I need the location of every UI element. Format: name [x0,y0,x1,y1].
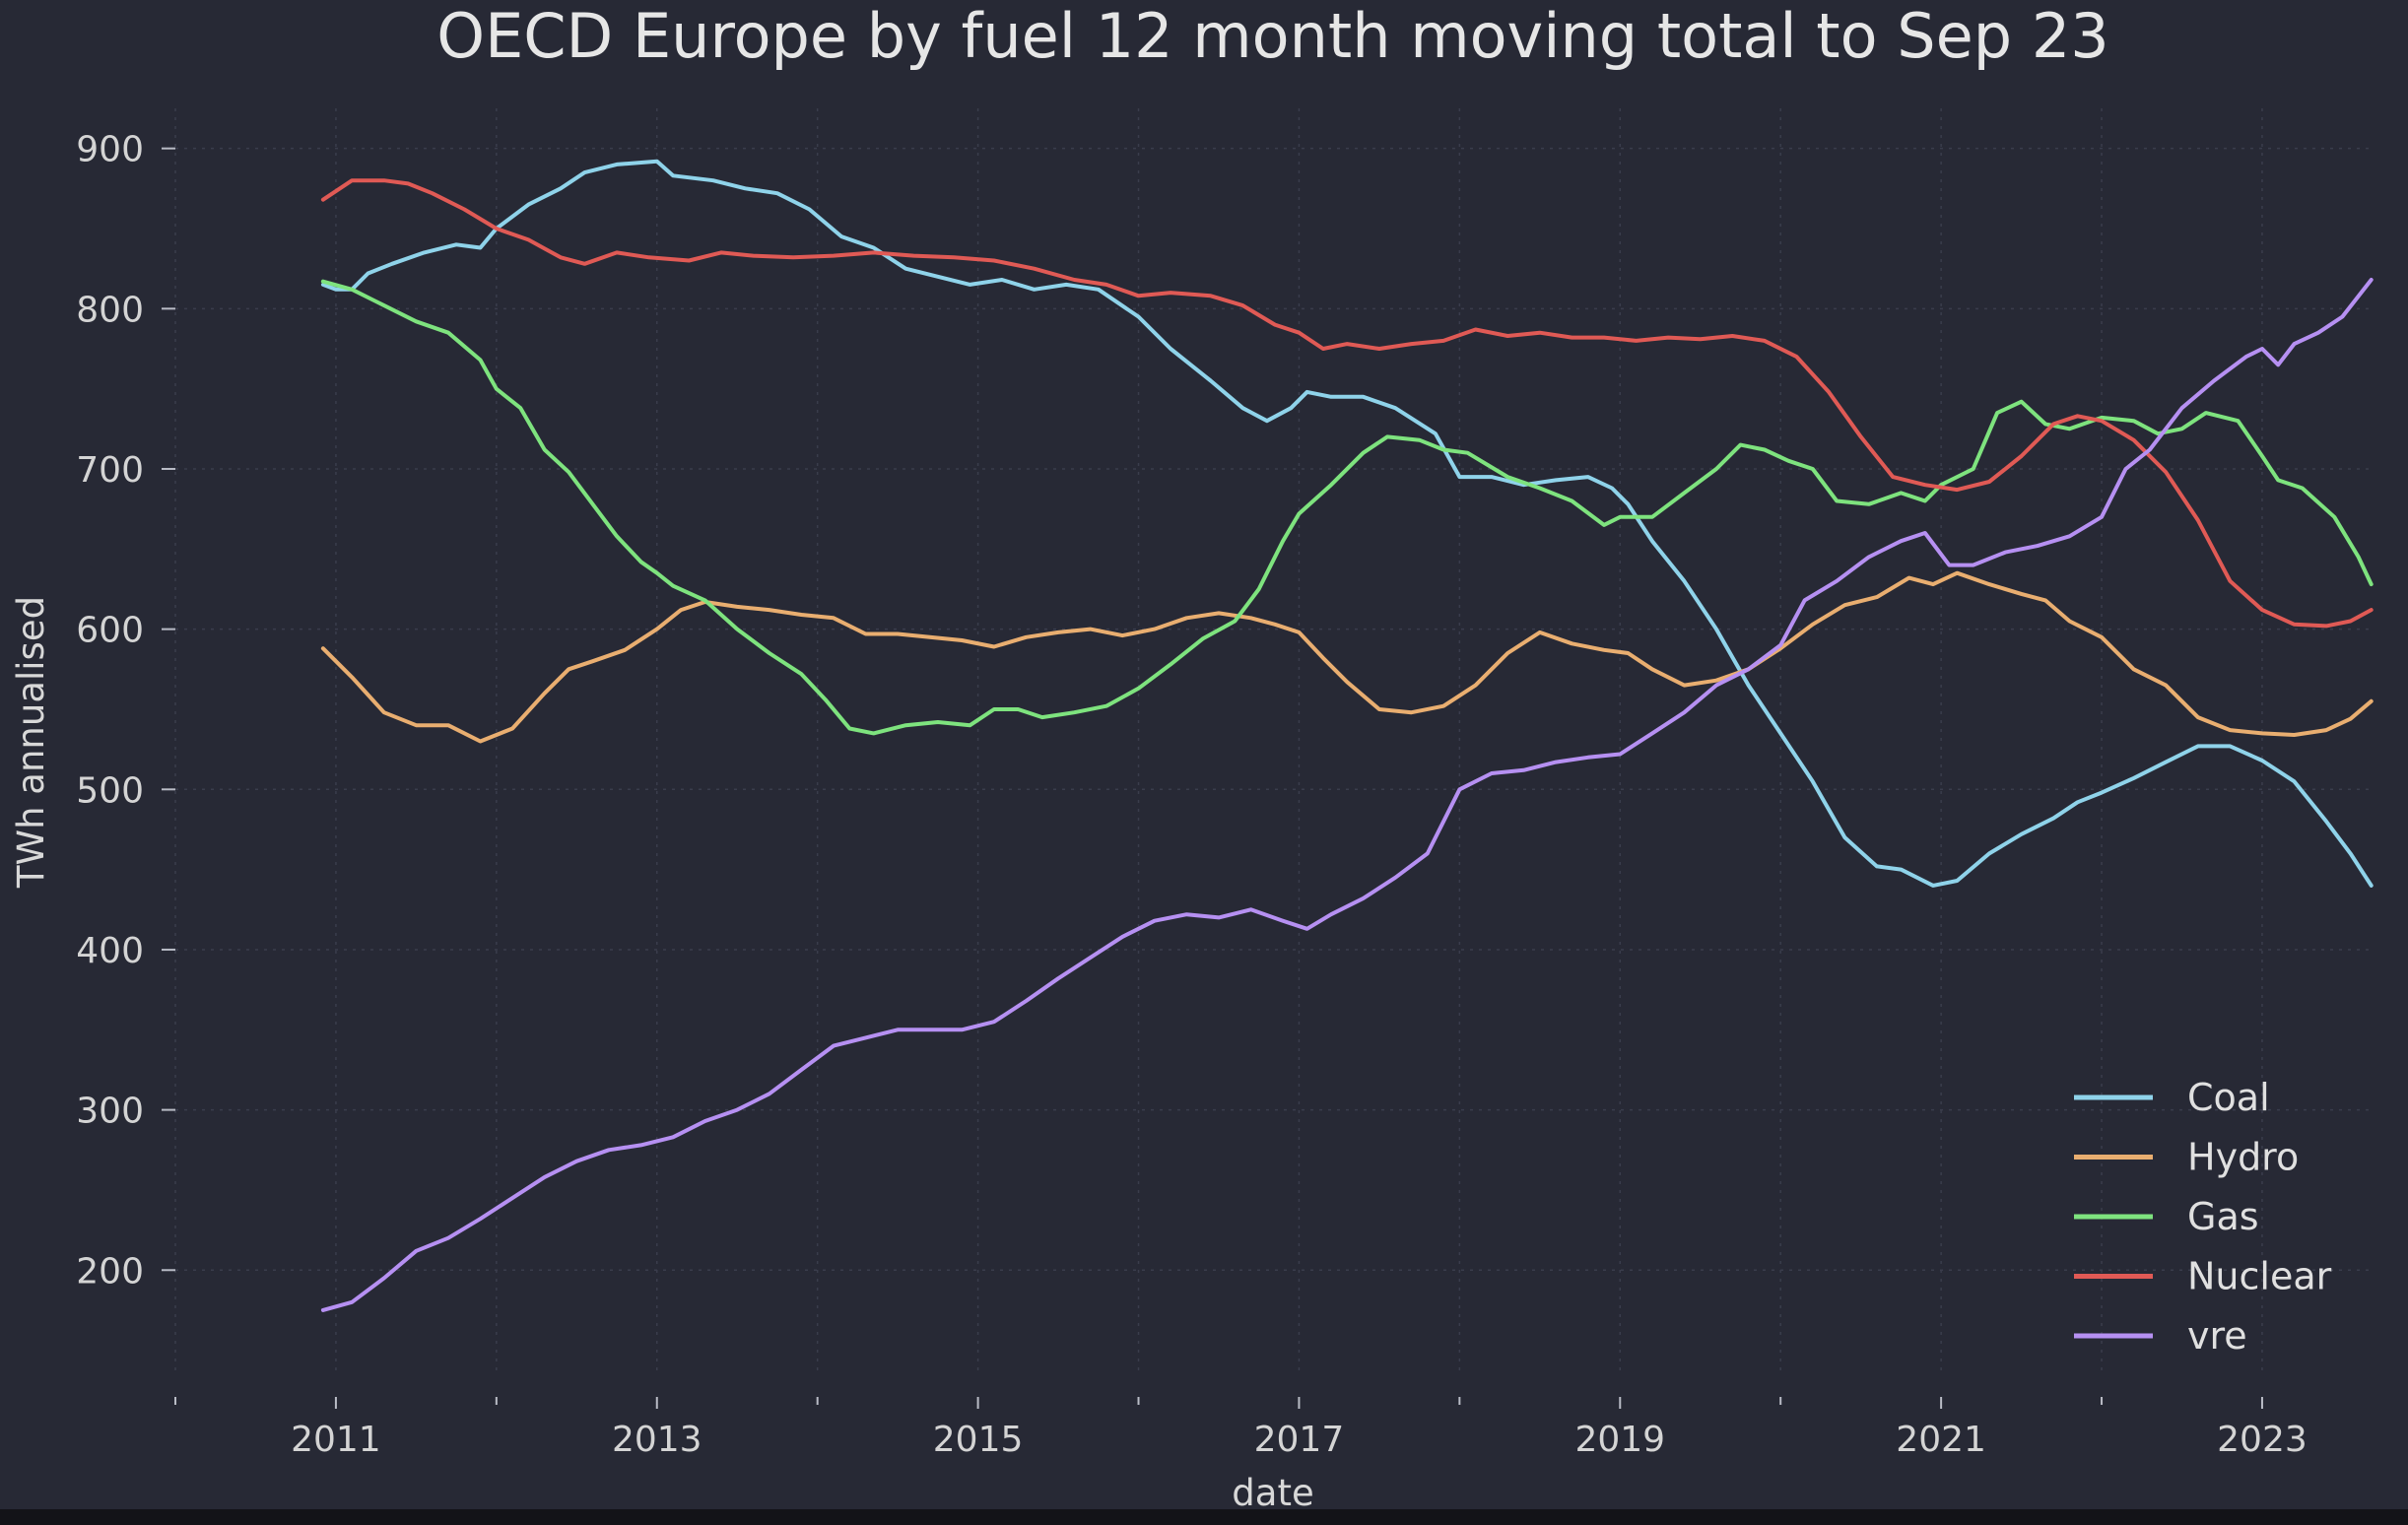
y-axis-ticks: 200 300 400 500 600 700 800 900 [76,130,175,1292]
series-lines [320,159,2374,1312]
y-tick-label: 300 [76,1092,144,1132]
y-tick-label: 200 [76,1251,144,1292]
legend-label: Coal [2187,1076,2270,1119]
y-axis-label: TWh annualised [10,596,52,889]
legend-item-nuclear: Nuclear [2074,1255,2332,1298]
x-tick-label: 2017 [1254,1420,1345,1460]
legend-label: Nuclear [2187,1255,2332,1298]
x-tick-label: 2019 [1574,1420,1665,1460]
x-tick-label: 2013 [612,1420,702,1460]
bottom-edge-strip [0,1509,2408,1525]
series-line-coal [320,159,2374,888]
legend-label: vre [2187,1314,2247,1358]
legend-label: Hydro [2187,1136,2299,1179]
x-tick-label: 2015 [933,1420,1024,1460]
y-tick-label: 900 [76,130,144,170]
y-tick-label: 500 [76,770,144,811]
y-tick-label: 800 [76,290,144,330]
legend-item-gas: Gas [2074,1195,2259,1238]
y-tick-label: 400 [76,931,144,971]
chart-title: OECD Europe by fuel 12 month moving tota… [436,0,2108,72]
legend: Coal Hydro Gas Nuclear vre [2074,1076,2332,1358]
legend-item-coal: Coal [2074,1076,2270,1119]
series-line-hydro [320,570,2374,744]
y-tick-label: 600 [76,611,144,651]
x-tick-label: 2011 [291,1420,381,1460]
x-axis-label: date [1232,1472,1313,1514]
legend-item-hydro: Hydro [2074,1136,2299,1179]
x-axis-ticks: 2011 2013 2015 2017 2019 2021 2023 [174,1397,2308,1460]
series-line-nuclear [320,178,2374,629]
legend-label: Gas [2187,1195,2259,1238]
legend-item-vre: vre [2074,1314,2247,1358]
x-tick-label: 2021 [1896,1420,1986,1460]
series-line-vre [320,278,2374,1312]
y-tick-label: 700 [76,450,144,491]
x-tick-label: 2023 [2217,1420,2308,1460]
grid [174,108,2375,1374]
